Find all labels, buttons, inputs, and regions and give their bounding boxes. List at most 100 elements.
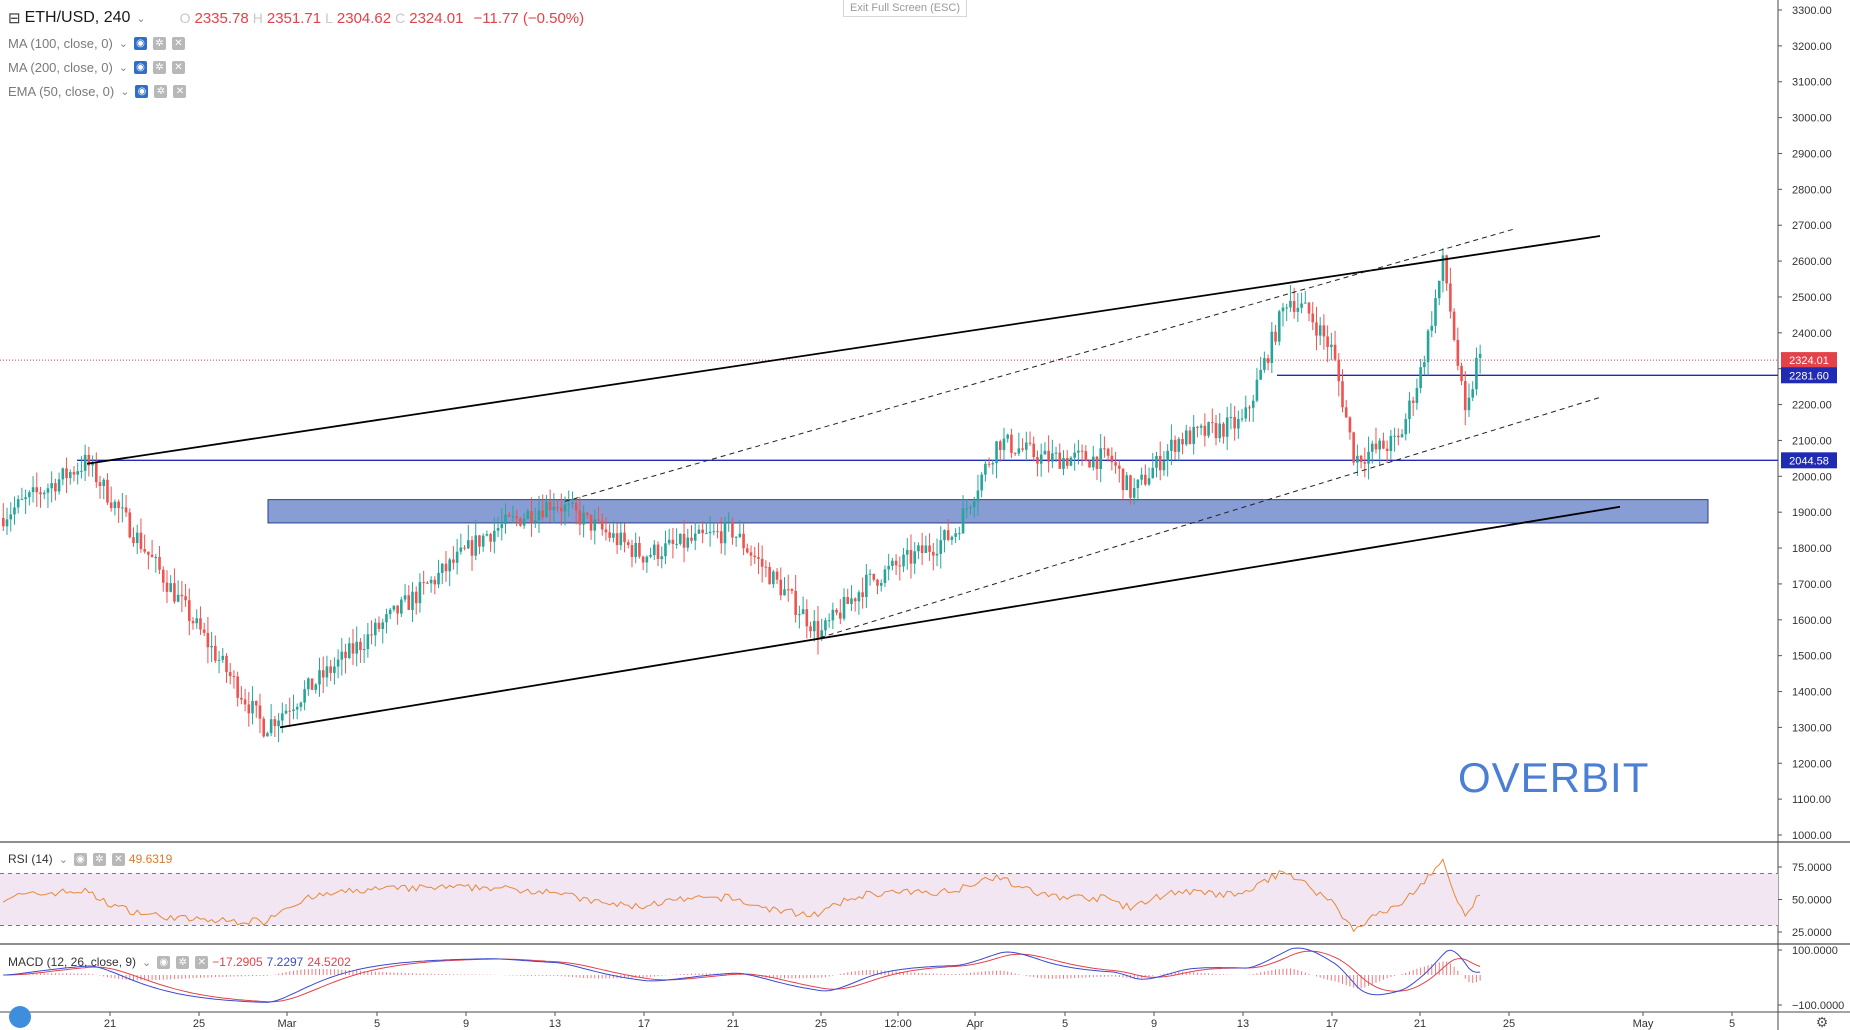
rsi-value: 49.6319 bbox=[128, 852, 173, 866]
study-ma200[interactable]: MA (200, close, 0) ⌄ ◉ ✲ ✕ bbox=[8, 60, 185, 75]
candle-body bbox=[1304, 302, 1307, 304]
candle-body bbox=[667, 539, 671, 544]
candle-body bbox=[57, 479, 61, 492]
candle-body bbox=[902, 554, 905, 567]
rsi-legend[interactable]: RSI (14) ⌄ ◉ ✲ ✕ 49.6319 bbox=[8, 852, 172, 866]
close-icon[interactable]: ✕ bbox=[172, 61, 185, 74]
candle-body bbox=[1077, 450, 1080, 453]
eye-icon[interactable]: ◉ bbox=[134, 61, 147, 74]
chevron-down-icon[interactable]: ⌄ bbox=[136, 12, 146, 25]
close-icon[interactable]: ✕ bbox=[111, 852, 125, 866]
candle-body bbox=[857, 592, 861, 602]
candle-body bbox=[247, 704, 251, 714]
study-ema50[interactable]: EMA (50, close, 0) ⌄ ◉ ✲ ✕ bbox=[8, 84, 187, 99]
close-icon[interactable]: ✕ bbox=[173, 85, 187, 98]
candle-body bbox=[626, 542, 630, 546]
candle-body bbox=[790, 589, 794, 591]
candle-body bbox=[173, 583, 176, 602]
gear-icon[interactable]: ✲ bbox=[176, 955, 190, 969]
eye-icon[interactable]: ◉ bbox=[134, 37, 147, 50]
candle-body bbox=[1311, 313, 1315, 323]
candle-body bbox=[1445, 255, 1448, 284]
candle-body bbox=[1036, 457, 1039, 464]
chevron-down-icon[interactable]: ⌄ bbox=[120, 86, 130, 98]
price-tick-label: 3100.00 bbox=[1792, 77, 1832, 89]
candle-body bbox=[645, 556, 649, 563]
candle-body bbox=[299, 702, 303, 707]
chevron-down-icon[interactable]: ⌄ bbox=[142, 956, 152, 969]
candle-body bbox=[1400, 434, 1404, 438]
candle-body bbox=[1118, 465, 1121, 469]
candle-body bbox=[1214, 423, 1218, 439]
gear-icon[interactable]: ✲ bbox=[92, 852, 106, 866]
candle-body bbox=[1415, 388, 1419, 403]
eye-icon[interactable]: ◉ bbox=[157, 955, 171, 969]
candle-body bbox=[961, 508, 965, 534]
time-tick-label: 9 bbox=[463, 1018, 469, 1030]
gear-icon[interactable]: ✲ bbox=[153, 37, 166, 50]
inner-channel-upper bbox=[564, 228, 1516, 502]
candle-body bbox=[1397, 435, 1400, 438]
candle-body bbox=[660, 556, 664, 560]
candle-body bbox=[321, 670, 325, 678]
candle-body bbox=[1125, 475, 1129, 491]
candle-body bbox=[987, 463, 991, 465]
candle-body bbox=[842, 597, 846, 619]
symbol-title[interactable]: ETH/USD, 240 bbox=[24, 9, 131, 26]
candle-body bbox=[653, 544, 656, 556]
candle-body bbox=[210, 645, 213, 648]
candle-body bbox=[325, 666, 329, 678]
macd-tick-label: −100.0000 bbox=[1792, 1000, 1844, 1012]
gear-icon[interactable]: ✲ bbox=[154, 85, 168, 98]
candle-body bbox=[1225, 417, 1229, 437]
candle-body bbox=[887, 565, 890, 570]
gear-icon[interactable]: ✲ bbox=[153, 61, 166, 74]
candle-body bbox=[708, 531, 712, 534]
candle-body bbox=[1103, 448, 1106, 450]
candle-body bbox=[355, 641, 358, 654]
eye-icon[interactable]: ◉ bbox=[135, 85, 149, 98]
candle-body bbox=[1333, 344, 1337, 360]
candle-body bbox=[608, 532, 611, 538]
candle-body bbox=[176, 594, 180, 602]
candle-body bbox=[236, 676, 239, 698]
price-tick-label: 2700.00 bbox=[1792, 220, 1832, 232]
candle-body bbox=[1199, 425, 1203, 428]
chevron-down-icon[interactable]: ⌄ bbox=[118, 62, 128, 74]
candle-body bbox=[872, 573, 876, 580]
candle-body bbox=[545, 501, 548, 518]
candle-body bbox=[1025, 442, 1028, 450]
candle-body bbox=[504, 514, 507, 525]
candle-body bbox=[493, 530, 496, 542]
time-tick-label: 17 bbox=[638, 1018, 650, 1030]
candle-body bbox=[883, 569, 887, 583]
chevron-down-icon[interactable]: ⌄ bbox=[118, 38, 128, 50]
candle-body bbox=[541, 510, 544, 518]
candle-body bbox=[225, 655, 228, 673]
candle-body bbox=[1378, 440, 1381, 450]
collapse-icon[interactable]: ⊟ bbox=[8, 10, 21, 27]
candle-body bbox=[1010, 434, 1013, 453]
exit-fullscreen-button[interactable]: Exit Full Screen (ESC) bbox=[843, 0, 967, 17]
candle-body bbox=[1233, 416, 1236, 429]
candle-body bbox=[113, 501, 117, 509]
candle-body bbox=[1207, 422, 1210, 436]
eye-icon[interactable]: ◉ bbox=[73, 852, 87, 866]
candle-body bbox=[351, 643, 355, 654]
close-icon[interactable]: ✕ bbox=[172, 37, 185, 50]
candle-body bbox=[228, 672, 232, 677]
price-tick-label: 3300.00 bbox=[1792, 5, 1832, 17]
candle-body bbox=[106, 479, 109, 503]
candle-body bbox=[507, 514, 511, 517]
candle-body bbox=[1051, 453, 1054, 462]
close-icon[interactable]: ✕ bbox=[195, 955, 209, 969]
chevron-down-icon[interactable]: ⌄ bbox=[58, 853, 68, 866]
support-tag bbox=[1781, 452, 1837, 469]
study-ma100[interactable]: MA (100, close, 0) ⌄ ◉ ✲ ✕ bbox=[8, 36, 185, 51]
macd-legend[interactable]: MACD (12, 26, close, 9) ⌄ ◉ ✲ ✕ −17.2905… bbox=[8, 955, 351, 969]
candle-body bbox=[958, 533, 961, 535]
channel-lower-line bbox=[279, 505, 1621, 729]
candle-body bbox=[1047, 450, 1050, 462]
candle-body bbox=[801, 609, 805, 615]
